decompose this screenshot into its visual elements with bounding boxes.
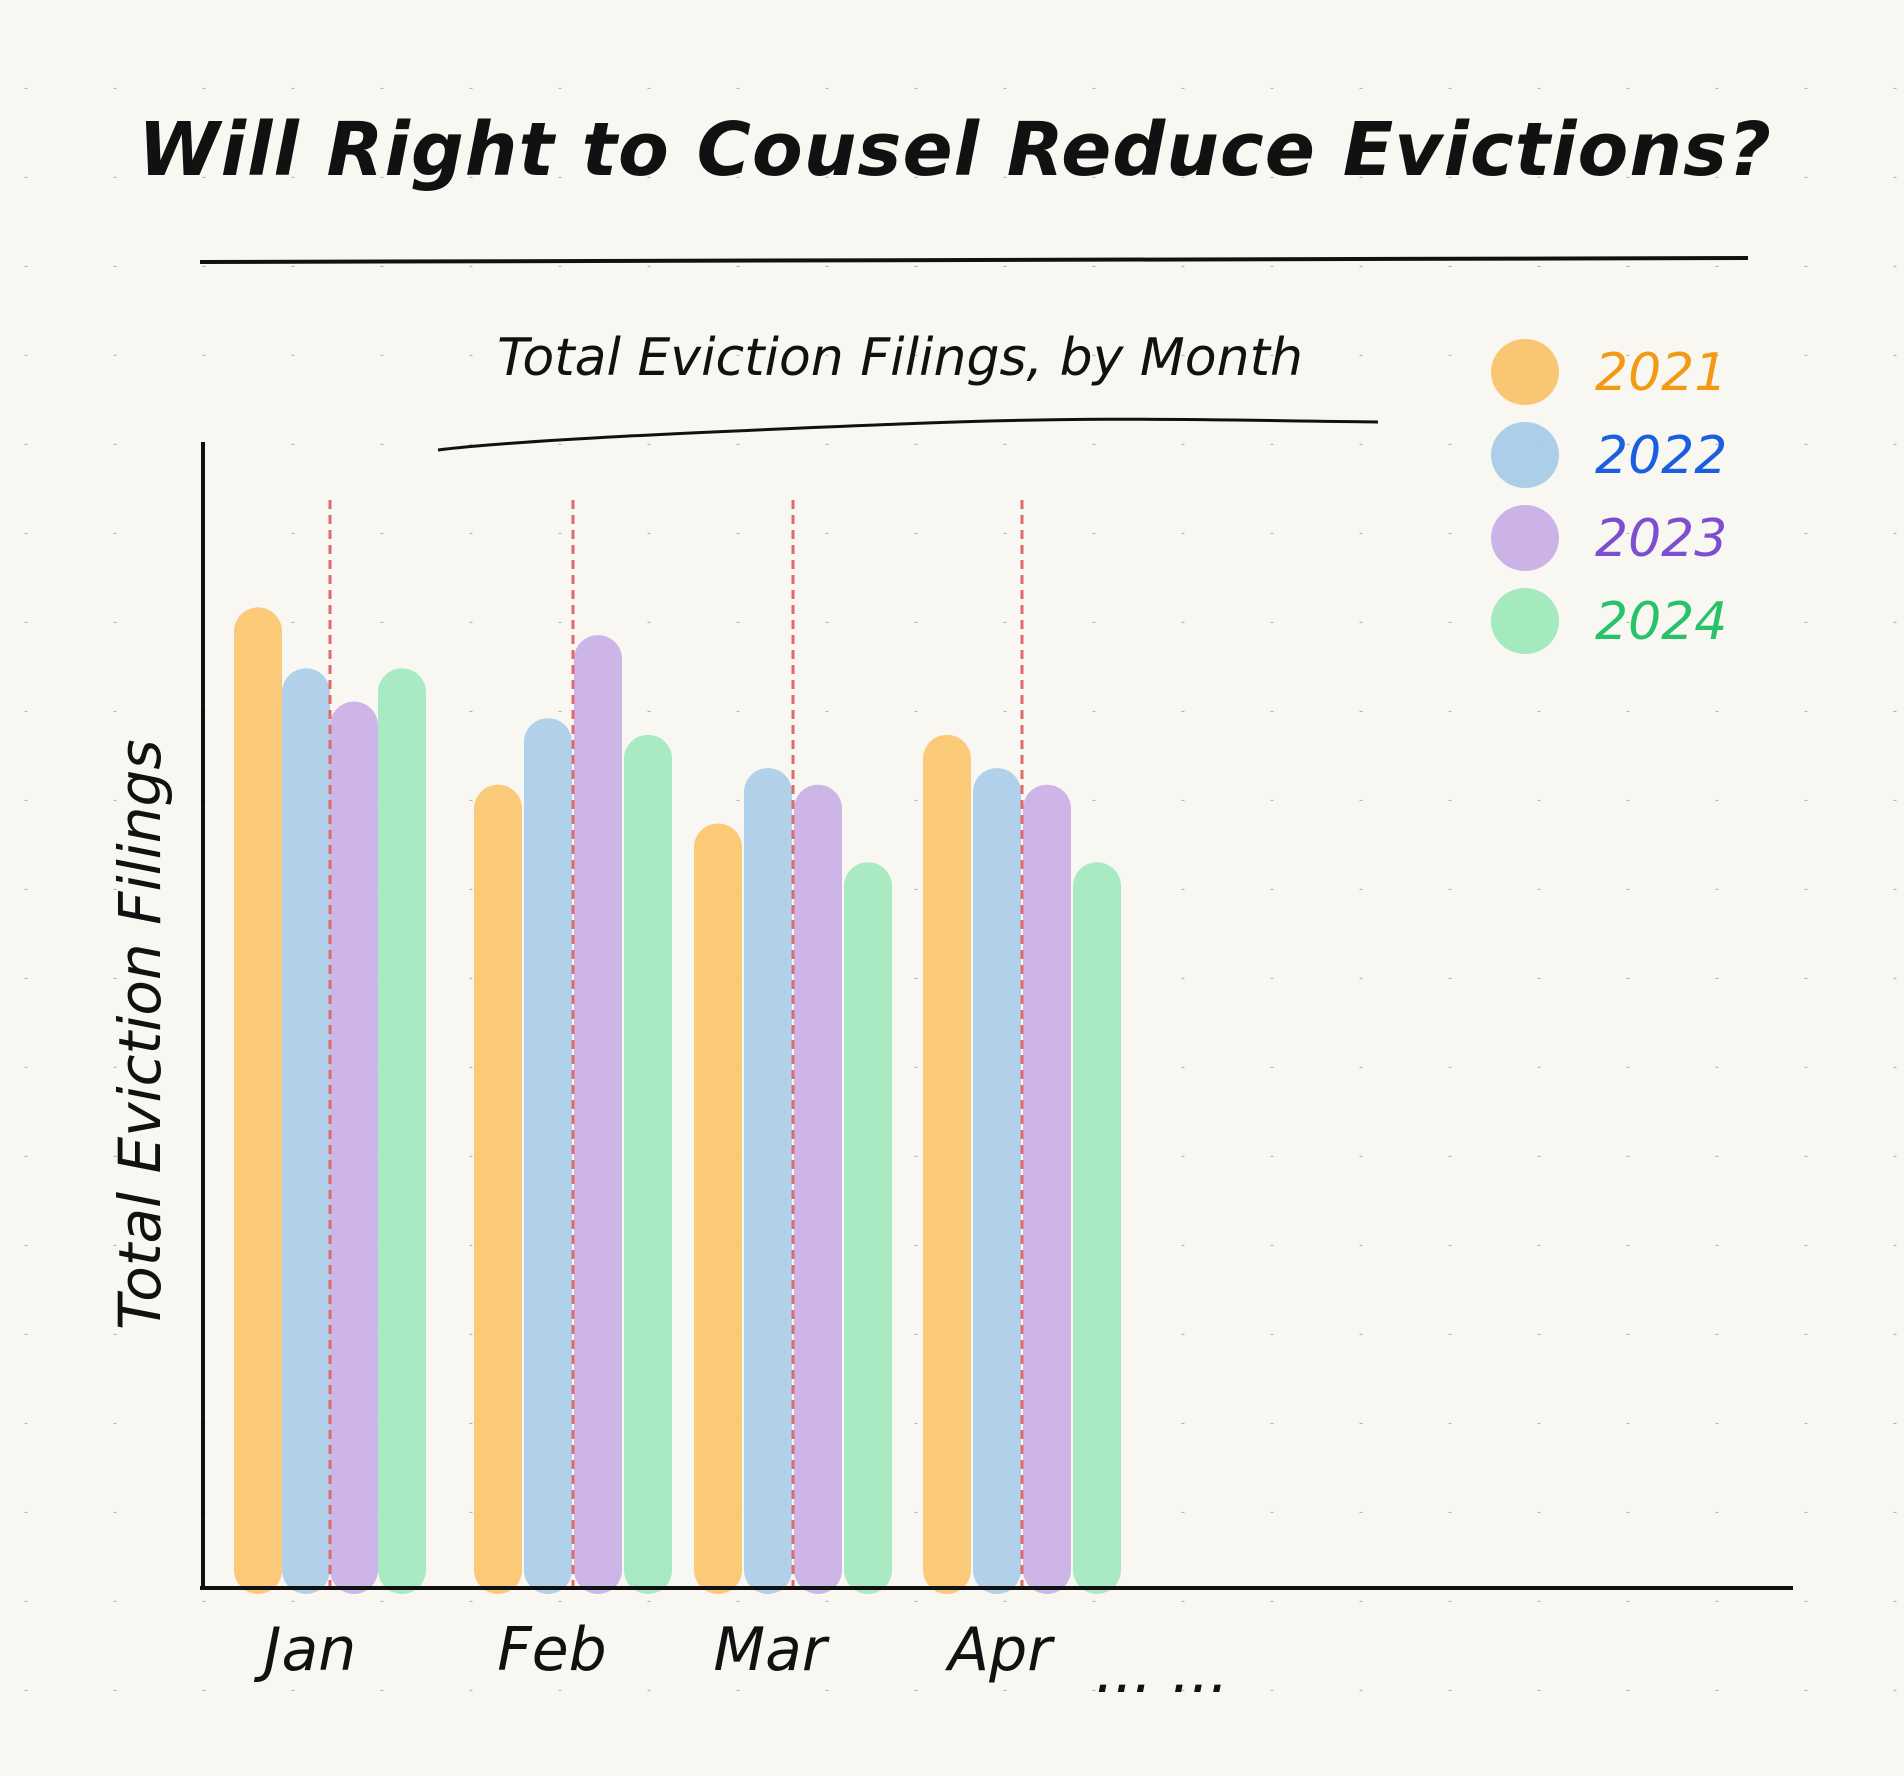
bar-mar-2024 [844,862,892,1594]
legend-swatch-2021 [1491,339,1559,405]
bar-apr-2024 [1073,862,1121,1594]
legend-swatch-2023 [1491,505,1559,571]
subtitle-underline [437,417,1379,452]
bar-feb-2022 [524,718,572,1594]
legend: 2021 2022 2023 2024 [1491,339,1727,654]
x-tick-labels: Jan Feb Mar Apr [254,1615,1055,1685]
legend-label-2024: 2024 [1595,592,1727,652]
x-tick-jan: Jan [254,1615,357,1685]
bar-jan-2022 [282,668,330,1594]
dividers-layer [328,500,1024,1588]
legend-swatch-2022 [1491,422,1559,488]
bar-mar-2022 [744,768,792,1594]
bar-apr-2021 [923,734,971,1594]
title-underline [199,256,1749,264]
x-axis-continuation: ... ... [1095,1637,1229,1707]
bar-feb-2021 [474,784,522,1594]
bar-apr-2022 [973,768,1021,1594]
legend-label-2023: 2023 [1595,509,1727,569]
x-tick-mar: Mar [713,1615,830,1685]
legend-label-2021: 2021 [1595,343,1727,403]
x-tick-feb: Feb [497,1615,607,1685]
legend-label-2022: 2022 [1595,426,1727,486]
bar-mar-2021 [694,823,742,1594]
bar-jan-2021 [234,607,282,1594]
page-title: Will Right to Cousel Reduce Evictions? [138,107,1772,193]
bar-feb-2023 [574,635,622,1594]
y-axis-label: Total Eviction Filings [106,739,174,1330]
chart-subtitle: Total Eviction Filings, by Month [497,328,1303,388]
bar-feb-2024 [624,734,672,1594]
x-tick-apr: Apr [944,1615,1055,1685]
legend-swatch-2024 [1491,588,1559,654]
bar-jan-2024 [378,668,426,1594]
bars-layer [234,607,1121,1594]
bar-jan-2023 [330,701,378,1594]
bar-apr-2023 [1023,784,1071,1594]
bar-mar-2023 [794,784,842,1594]
